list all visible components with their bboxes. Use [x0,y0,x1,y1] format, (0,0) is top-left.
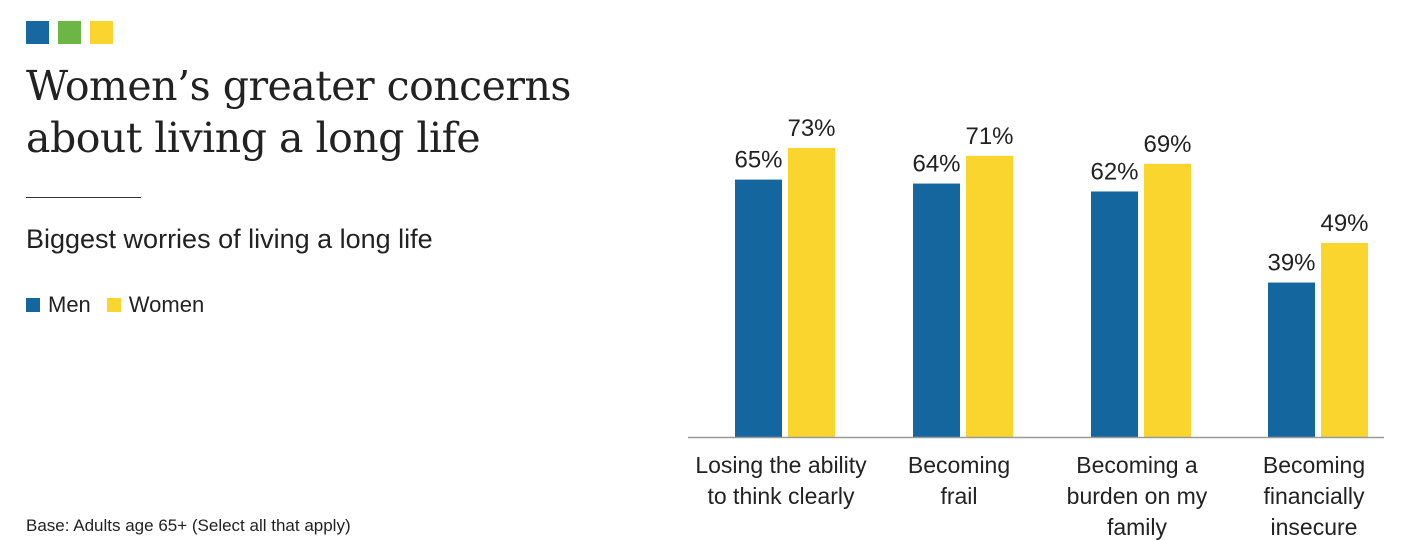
category-label-0: Losing the ability to think clearly [695,452,867,509]
bar-women-1 [966,155,1013,437]
bar-women-3 [1321,242,1368,437]
brand-squares [26,21,113,44]
legend-swatch-women [106,298,121,312]
data-label-women-3: 49% [1320,210,1368,237]
chart-title: Women’s greater concerns about living a … [26,60,626,164]
brand-square-green [58,21,81,44]
category-label-3: Becoming financially insecure [1263,452,1365,540]
chart-subtitle: Biggest worries of living a long life [26,224,433,254]
bar-men-2 [1091,191,1138,437]
title-divider [26,197,141,198]
data-label-women-2: 69% [1143,131,1191,158]
category-label-1: Becoming frail [908,452,1010,509]
legend-item-men: Men [26,292,91,318]
brand-square-blue [26,21,49,44]
data-label-men-2: 62% [1090,158,1138,185]
bar-women-2 [1144,163,1191,437]
bar-women-0 [788,147,835,438]
legend-label-men: Men [48,292,91,317]
chart-title-line-1: Women’s greater concerns [26,62,571,110]
data-label-men-0: 65% [734,147,782,174]
bar-men-0 [735,179,782,437]
data-label-men-3: 39% [1267,250,1315,277]
category-label-2: Becoming a burden on my family [1067,452,1208,540]
legend-label-women: Women [128,292,205,317]
legend-swatch-men [26,298,40,312]
brand-square-yellow [90,21,113,44]
data-label-women-0: 73% [787,115,835,142]
footnote: Base: Adults age 65+ (Select all that ap… [26,516,351,535]
chart-title-line-2: about living a long life [26,114,481,162]
legend-item-women: Women [106,292,205,318]
bar-men-3 [1268,282,1315,437]
data-label-women-1: 71% [965,123,1013,150]
legend: Men Women [26,292,220,318]
bar-men-1 [913,183,960,437]
data-label-men-1: 64% [912,151,960,178]
